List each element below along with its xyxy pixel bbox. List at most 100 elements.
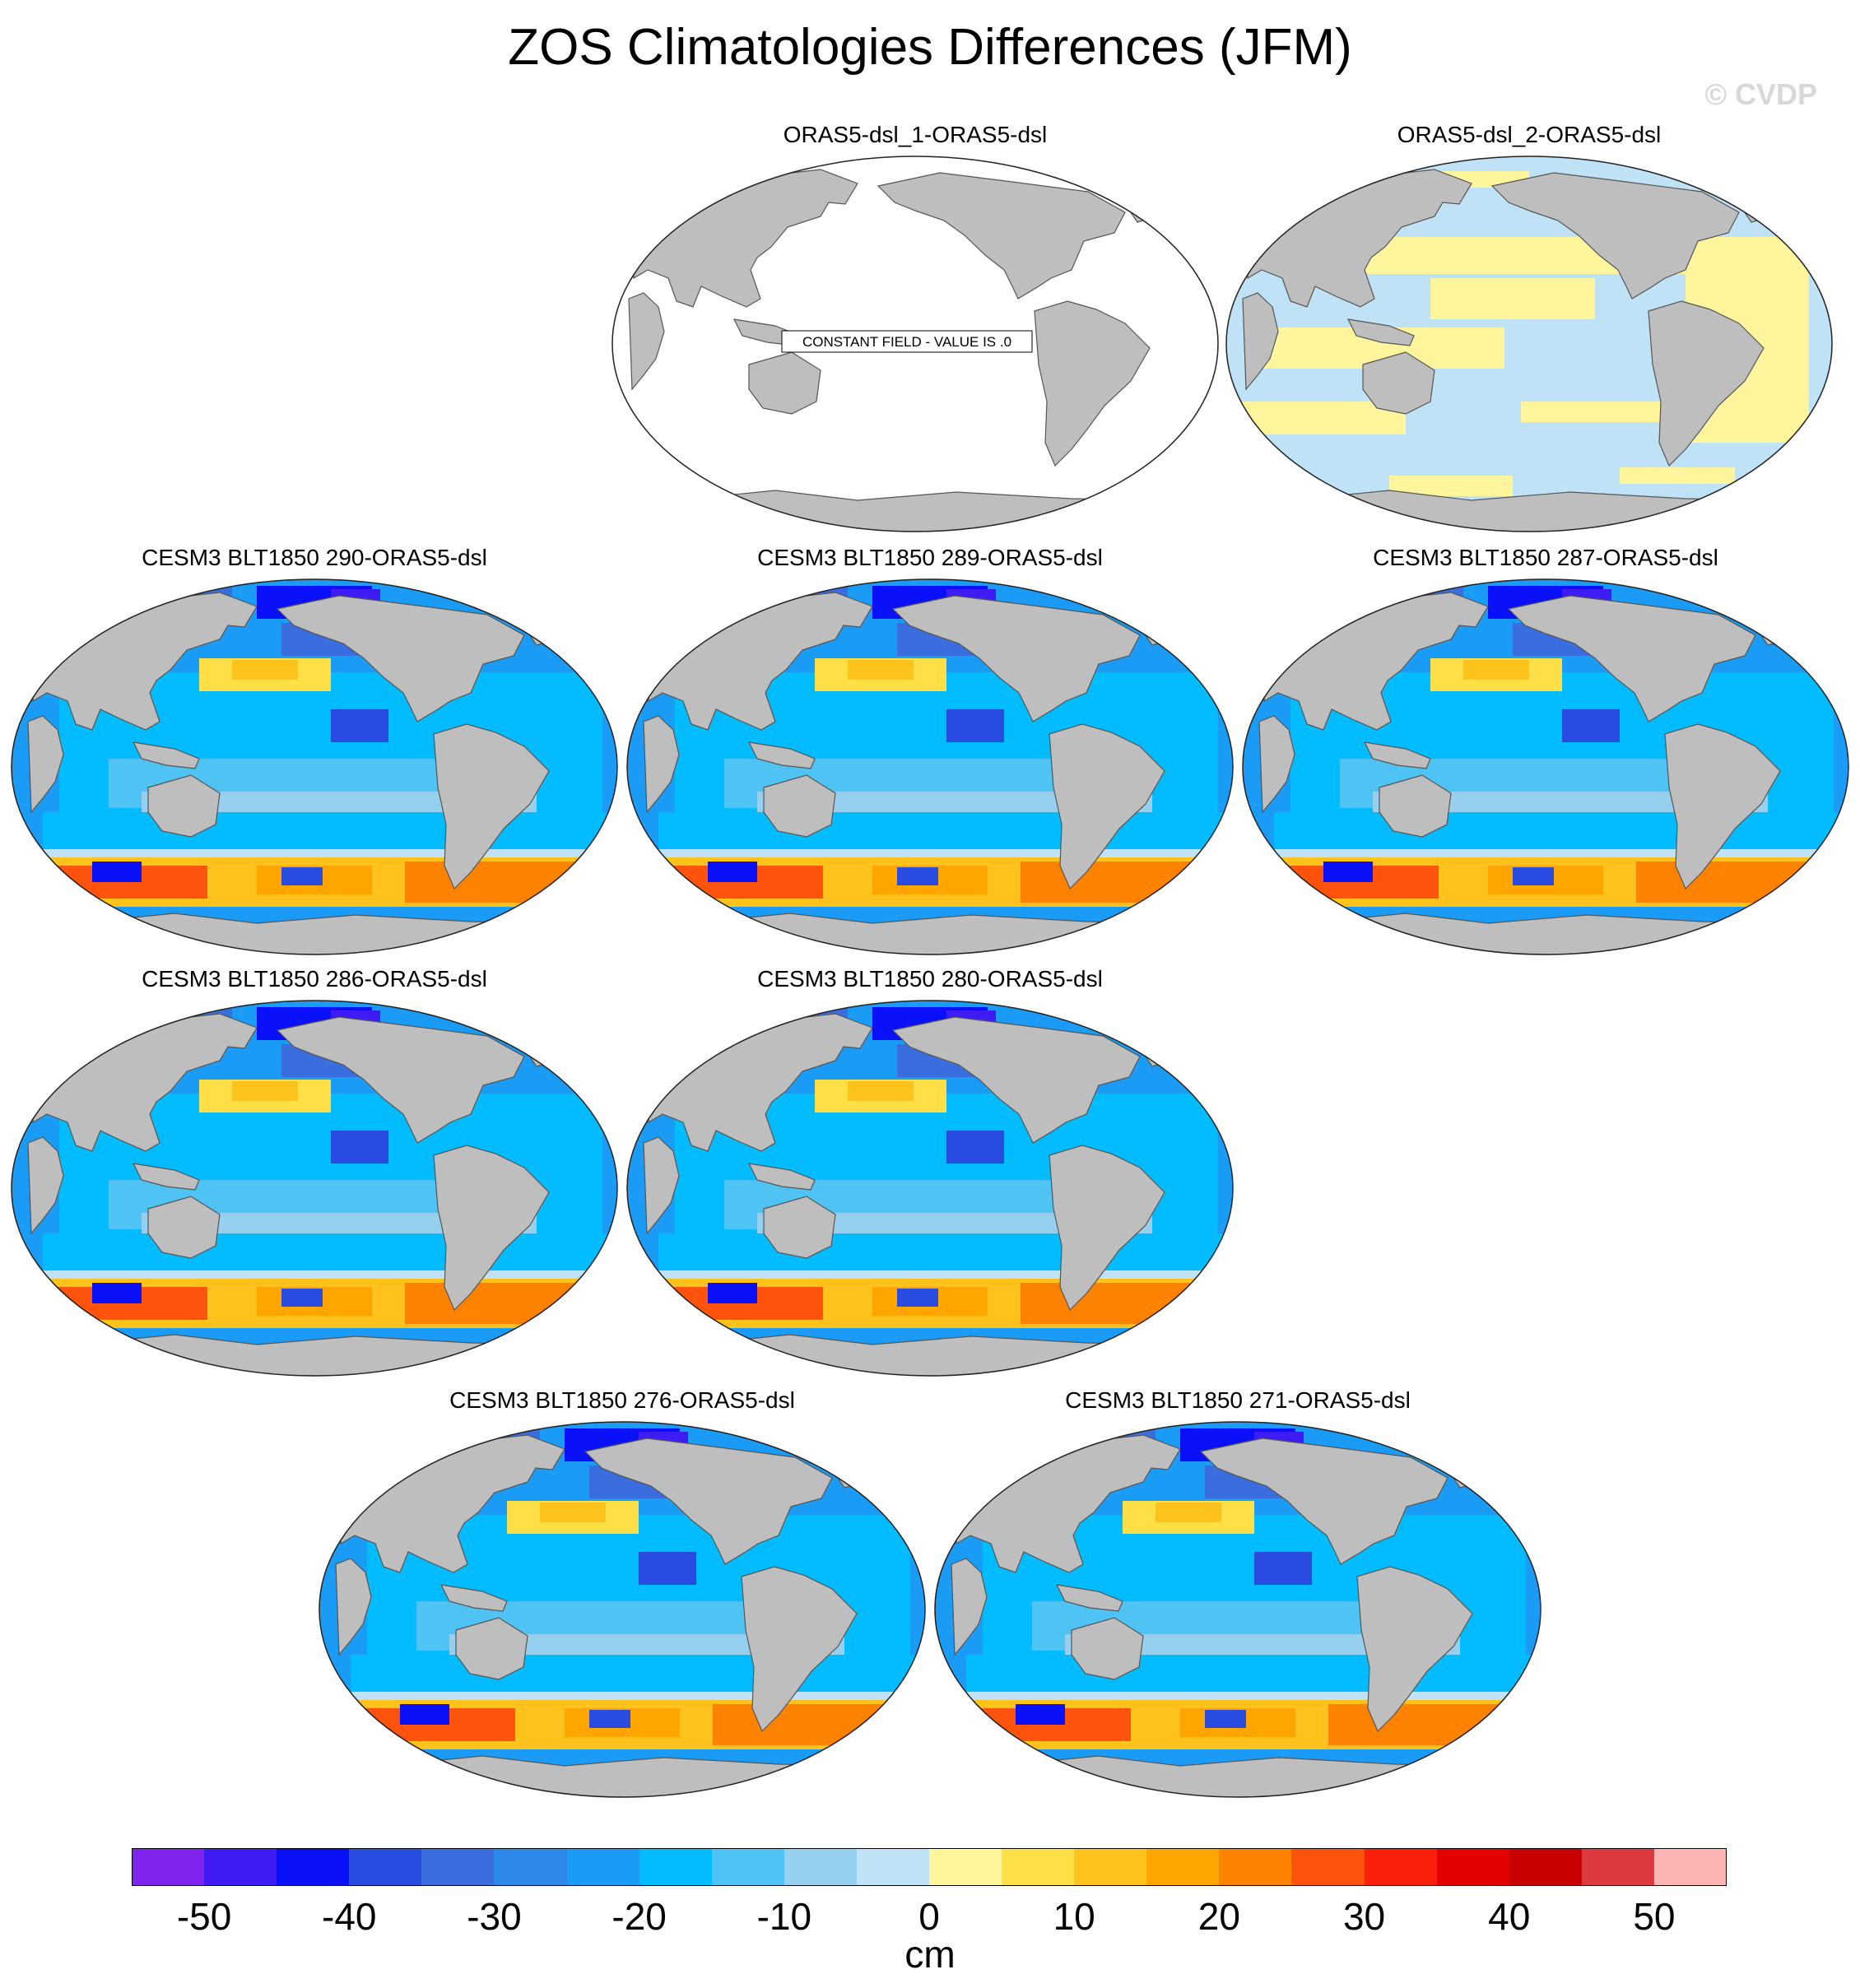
- colorbar-swatch: [277, 1848, 350, 1886]
- map-panel-blt1850-271: CESM3 BLT1850 271-ORAS5-dsl: [933, 1387, 1542, 1815]
- australia-land: [147, 1196, 221, 1259]
- anomaly-patch: [1156, 1503, 1221, 1522]
- anomaly-patch: [1254, 1552, 1312, 1585]
- anomaly-patch: [43, 812, 617, 853]
- svg-text:CONSTANT FIELD - VALUE IS .0: CONSTANT FIELD - VALUE IS .0: [802, 334, 1011, 350]
- colorbar-swatch: [494, 1848, 568, 1886]
- colorbar-swatch: [929, 1848, 1002, 1886]
- map-border: [11, 578, 618, 955]
- africa-land: [335, 1558, 372, 1656]
- panel-title: CESM3 BLT1850 271-ORAS5-dsl: [1065, 1387, 1411, 1413]
- anomaly-patch: [351, 1655, 925, 1696]
- south-america-land: [433, 1145, 550, 1312]
- colorbar-swatch: [1219, 1848, 1292, 1886]
- panel-title: ORAS5-dsl_2-ORAS5-dsl: [1397, 122, 1662, 147]
- anomaly-patch: [589, 1710, 630, 1728]
- anomaly-patch: [1016, 1704, 1065, 1725]
- south-america-land: [1049, 1145, 1165, 1312]
- south-america-land: [433, 723, 550, 890]
- anomaly-patch: [232, 660, 298, 680]
- map-panel-blt1850-290: CESM3 BLT1850 290-ORAS5-dsl: [10, 545, 619, 973]
- anomaly-patch: [331, 1131, 388, 1164]
- colorbar-tick-label: 0: [918, 1895, 940, 1938]
- anomaly-patch: [848, 660, 914, 680]
- colorbar-swatch: [204, 1848, 277, 1886]
- map-border: [1242, 578, 1849, 955]
- anomaly-patch: [281, 867, 323, 885]
- panel-title: CESM3 BLT1850 280-ORAS5-dsl: [757, 966, 1103, 992]
- colorbar-tick-label: 30: [1342, 1895, 1386, 1938]
- anomaly-patch: [713, 1704, 894, 1745]
- anomaly-patch: [946, 709, 1004, 742]
- map-panel-oras5-dsl-1: ORAS5-dsl_1-ORAS5-dsl CONSTANT FIELD - V…: [611, 122, 1220, 550]
- colorbar-swatch: [349, 1848, 422, 1886]
- map-plot: [319, 1421, 926, 1798]
- africa-land: [1258, 715, 1295, 814]
- north-america-land: [1507, 595, 1756, 722]
- australia-land: [763, 774, 836, 838]
- anomaly-patch: [540, 1503, 606, 1522]
- south-america-land: [1034, 300, 1151, 467]
- map-plot: [11, 578, 618, 955]
- maritime-continent-land: [439, 1584, 508, 1612]
- anomaly-patch: [1205, 1710, 1246, 1728]
- anomaly-patch: [1328, 1704, 1509, 1745]
- map-border: [11, 1000, 618, 1377]
- colorbar-tick-label: -40: [322, 1895, 377, 1938]
- maritime-continent-land: [747, 1163, 816, 1191]
- north-america-land: [276, 1016, 525, 1144]
- anomaly-patch: [946, 1131, 1004, 1164]
- anomaly-patch: [1562, 709, 1620, 742]
- constant-field-label: CONSTANT FIELD - VALUE IS .0: [781, 330, 1033, 353]
- colorbar-swatch: [1002, 1848, 1075, 1886]
- africa-land: [1242, 292, 1279, 391]
- colorbar-swatch: [711, 1848, 785, 1886]
- australia-land: [455, 1617, 528, 1680]
- colorbar-tick-label: -10: [756, 1895, 812, 1938]
- australia-land: [1362, 351, 1435, 415]
- map-border: [319, 1421, 926, 1798]
- colorbar-swatch: [421, 1848, 495, 1886]
- map-plot: [626, 1000, 1234, 1377]
- panel-title: CESM3 BLT1850 290-ORAS5-dsl: [142, 545, 487, 570]
- maritime-continent-land: [1055, 1584, 1123, 1612]
- colorbar-tick-label: -20: [611, 1895, 667, 1938]
- anomaly-patch: [1463, 660, 1529, 680]
- anomaly-patch: [848, 1081, 914, 1101]
- anomaly-patch: [92, 1283, 142, 1303]
- colorbar-swatch: [1509, 1848, 1583, 1886]
- map-panel-blt1850-287: CESM3 BLT1850 287-ORAS5-dsl: [1241, 545, 1850, 973]
- anomaly-patch: [405, 862, 586, 903]
- australia-land: [147, 774, 221, 838]
- australia-land: [1379, 774, 1452, 838]
- anomaly-patch: [708, 1283, 757, 1303]
- colorbar-swatch: [1364, 1848, 1438, 1886]
- cvdp-watermark: © CVDP: [1704, 77, 1817, 111]
- maritime-continent-land: [1346, 318, 1415, 346]
- north-america-land: [276, 595, 525, 722]
- anomaly-patch: [966, 1655, 1541, 1696]
- anomaly-patch: [1513, 867, 1554, 885]
- africa-land: [27, 1136, 64, 1235]
- map-panel-blt1850-286: CESM3 BLT1850 286-ORAS5-dsl: [10, 966, 619, 1394]
- panel-title: CESM3 BLT1850 289-ORAS5-dsl: [757, 545, 1103, 570]
- anomaly-patch: [400, 1704, 449, 1725]
- north-america-land: [584, 1438, 833, 1565]
- colorbar-swatch: [1291, 1848, 1365, 1886]
- africa-land: [951, 1558, 988, 1656]
- north-america-land: [1199, 1438, 1448, 1565]
- maritime-continent-land: [132, 1163, 200, 1191]
- colorbar-swatch: [1581, 1848, 1655, 1886]
- anomaly-patch: [92, 862, 142, 882]
- anomaly-patch: [1323, 862, 1373, 882]
- anomaly-patch: [1021, 1283, 1202, 1324]
- map-panel-blt1850-280: CESM3 BLT1850 280-ORAS5-dsl: [625, 966, 1235, 1394]
- anomaly-patch: [1021, 862, 1202, 903]
- map-border: [611, 156, 1219, 532]
- map-border: [626, 578, 1234, 955]
- map-border: [1225, 156, 1833, 532]
- africa-land: [643, 1136, 680, 1235]
- colorbar-tick-label: 10: [1053, 1895, 1095, 1938]
- anomaly-patch: [1430, 278, 1595, 319]
- anomaly-patch: [708, 862, 757, 882]
